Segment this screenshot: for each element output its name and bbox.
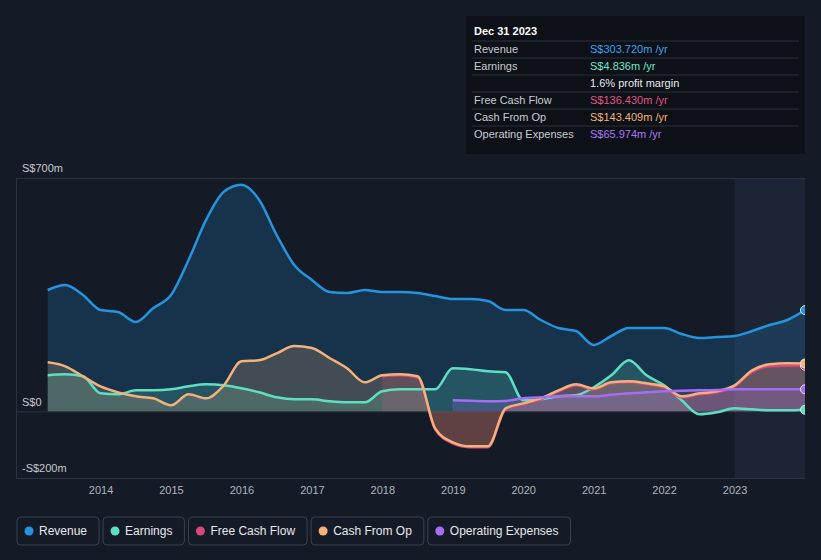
x-tick-label: 2016 xyxy=(230,484,254,496)
x-tick: 2016 xyxy=(230,478,254,496)
tooltip-value: 1.6% profit margin xyxy=(590,77,679,89)
legend-label[interactable]: Cash From Op xyxy=(333,524,412,538)
legend-label[interactable]: Revenue xyxy=(39,524,87,538)
legend-item[interactable]: Cash From Op xyxy=(311,517,424,545)
legend-label[interactable]: Operating Expenses xyxy=(450,524,559,538)
tooltip-separator xyxy=(472,75,799,76)
y-axis-line xyxy=(17,179,806,479)
tooltip-separator xyxy=(472,58,799,59)
grid-line xyxy=(16,478,805,479)
grid-line xyxy=(16,178,805,179)
x-tick: 2015 xyxy=(159,478,183,496)
legend-box[interactable] xyxy=(311,517,424,545)
legend-item[interactable]: Operating Expenses xyxy=(428,517,571,545)
end-point xyxy=(801,306,806,315)
legend-label[interactable]: Earnings xyxy=(125,524,172,538)
grid-line xyxy=(16,411,805,412)
y-axis: -S$200m S$0 S$700m xyxy=(16,162,805,478)
legend-label[interactable]: Free Cash Flow xyxy=(210,524,295,538)
y-tick: -S$200m xyxy=(16,462,805,478)
plot-area xyxy=(48,185,805,448)
y-tick-label: -S$200m xyxy=(22,462,67,474)
y-tick-label: S$0 xyxy=(22,396,42,408)
legend-item[interactable]: Earnings xyxy=(103,517,184,545)
legend-swatch[interactable] xyxy=(25,527,34,536)
series-line xyxy=(48,360,805,414)
tooltip-label: Revenue xyxy=(474,43,518,55)
tooltip: Dec 31 2023 Revenue S$303.720m /yr Earnings… xyxy=(466,16,805,154)
x-tick-label: 2015 xyxy=(159,484,183,496)
x-tick-label: 2019 xyxy=(441,484,465,496)
legend-swatch[interactable] xyxy=(319,527,328,536)
end-point xyxy=(801,359,806,368)
x-tick-label: 2023 xyxy=(723,484,747,496)
tooltip-value: S$303.720m /yr xyxy=(590,43,668,55)
tooltip-box xyxy=(466,16,805,154)
legend-item[interactable]: Revenue xyxy=(17,517,99,545)
x-axis-line xyxy=(17,478,806,479)
x-tick: 2014 xyxy=(89,478,113,496)
tooltip-label: Operating Expenses xyxy=(474,128,574,140)
legend: Revenue Earnings Free Cash Flow Cash From O… xyxy=(17,517,571,545)
chart-svg: -S$200m S$0 S$700m 2014 2015 2016 2017 2018 2019… xyxy=(0,0,821,560)
x-tick-label: 2018 xyxy=(371,484,395,496)
series-area xyxy=(48,185,805,412)
x-tick: 2019 xyxy=(441,478,465,496)
x-tick: 2022 xyxy=(652,478,676,496)
series-line xyxy=(48,346,805,446)
tooltip-value: S$136.430m /yr xyxy=(590,94,668,106)
x-tick: 2021 xyxy=(582,478,606,496)
tooltip-separator xyxy=(472,92,799,93)
end-point xyxy=(801,385,806,394)
background xyxy=(0,0,821,560)
end-point xyxy=(801,405,806,414)
legend-swatch[interactable] xyxy=(196,527,205,536)
x-tick-label: 2022 xyxy=(652,484,676,496)
tooltip-separator xyxy=(472,109,799,110)
tooltip-value: S$143.409m /yr xyxy=(590,111,668,123)
legend-item[interactable]: Free Cash Flow xyxy=(188,517,307,545)
x-tick-label: 2020 xyxy=(511,484,535,496)
x-tick: 2020 xyxy=(511,478,535,496)
tooltip-label: Cash From Op xyxy=(474,111,546,123)
series-line xyxy=(453,389,805,401)
x-axis: 2014 2015 2016 2017 2018 2019 2020 2021 2022 2023 xyxy=(17,478,806,496)
x-tick-label: 2021 xyxy=(582,484,606,496)
tooltip-label: Earnings xyxy=(474,60,518,72)
chart-container: -S$200m S$0 S$700m 2014 2015 2016 2017 2018 2019… xyxy=(0,0,821,560)
x-tick-label: 2017 xyxy=(300,484,324,496)
tooltip-title: Dec 31 2023 xyxy=(474,25,537,37)
legend-box[interactable] xyxy=(103,517,184,545)
tooltip-value: S$65.974m /yr xyxy=(590,128,662,140)
legend-swatch[interactable] xyxy=(111,527,120,536)
tooltip-separator xyxy=(472,126,799,127)
x-tick: 2023 xyxy=(723,478,747,496)
legend-box[interactable] xyxy=(188,517,307,545)
x-tick: 2017 xyxy=(300,478,324,496)
legend-swatch[interactable] xyxy=(435,527,444,536)
tooltip-label: Free Cash Flow xyxy=(474,94,552,106)
legend-box[interactable] xyxy=(428,517,571,545)
legend-box[interactable] xyxy=(17,517,99,545)
y-tick: S$700m xyxy=(16,162,805,178)
series-line xyxy=(48,185,805,345)
y-tick-label: S$700m xyxy=(22,162,63,174)
tooltip-value: S$4.836m /yr xyxy=(590,60,656,72)
x-tick-label: 2014 xyxy=(89,484,113,496)
series-area xyxy=(48,346,805,446)
tooltip-separator xyxy=(472,41,799,42)
x-tick: 2018 xyxy=(371,478,395,496)
